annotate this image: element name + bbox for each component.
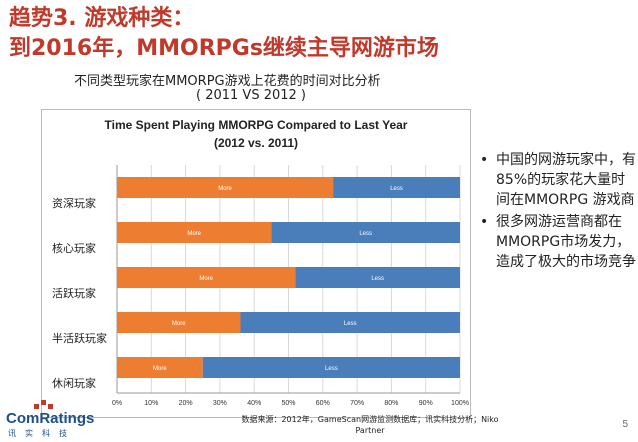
chart-caption: 不同类型玩家在MMORPG游戏上花费的时间对比分析 [74, 74, 381, 89]
category-label: 活跃玩家 [52, 286, 96, 300]
bullet-dot: • [480, 152, 489, 168]
bullet-item-1: • 中国的网游玩家中，有85%的玩家花大量时间在MMORPG 游戏商 [478, 150, 638, 210]
bar-less [333, 177, 460, 198]
logo-mark-icon [34, 400, 53, 409]
bar-label: Less [371, 276, 384, 282]
slide-title-line1: 趋势3. 游戏种类： [9, 6, 195, 31]
bar-label: Less [325, 366, 338, 372]
bar-chart: Time Spent Playing MMORPG Compared to La… [105, 118, 469, 407]
bar-label: Less [390, 186, 403, 192]
bar-label: More [172, 321, 186, 327]
logo-subtext: 讯实科技 [8, 429, 76, 438]
x-tick-label: 10% [144, 400, 158, 407]
x-tick-label: 40% [247, 400, 261, 407]
bar-label: Less [359, 231, 372, 237]
bar-label: More [153, 366, 167, 372]
bullet-dot: • [480, 214, 489, 230]
chart-title: Time Spent Playing MMORPG Compared to La… [105, 118, 408, 132]
bullet-text-2: 很多网游运营商都在MMORPG市场发力，造成了极大的市场竞争 [496, 214, 636, 270]
logo-wordmark: ComRatings [6, 410, 95, 427]
slide-title-line2: 到2016年，MMORPGs继续主导网游市场 [9, 36, 439, 61]
x-tick-label: 100% [451, 400, 469, 407]
x-tick-label: 90% [419, 400, 433, 407]
chart-subtitle: (2012 vs. 2011) [214, 136, 298, 150]
chart-caption-period: ( 2011 VS 2012 ) [196, 88, 306, 103]
bar-more [117, 222, 272, 243]
bar-label: Less [344, 321, 357, 327]
bar-label: More [199, 276, 213, 282]
page-number: 5 [622, 419, 628, 430]
x-tick-label: 50% [281, 400, 295, 407]
bar-more [117, 357, 203, 378]
x-tick-label: 80% [384, 400, 398, 407]
category-label: 资深玩家 [52, 196, 96, 210]
x-tick-label: 60% [316, 400, 330, 407]
x-tick-label: 0% [112, 400, 122, 407]
bullet-list: • 中国的网游玩家中，有85%的玩家花大量时间在MMORPG 游戏商 • 很多网… [478, 150, 638, 274]
bar-label: More [187, 231, 201, 237]
chart-frame: Time Spent Playing MMORPG Compared to La… [41, 109, 471, 418]
bullet-item-2: • 很多网游运营商都在MMORPG市场发力，造成了极大的市场竞争 [478, 212, 638, 272]
bar-less [271, 222, 460, 243]
bar-more [117, 177, 334, 198]
x-tick-label: 70% [350, 400, 364, 407]
x-tick-label: 20% [179, 400, 193, 407]
category-label: 休闲玩家 [52, 376, 96, 390]
bar-less [240, 312, 460, 333]
category-label: 半活跃玩家 [52, 331, 107, 345]
bar-more [117, 312, 241, 333]
category-label: 核心玩家 [52, 241, 96, 255]
data-source-note: 数据来源：2012年，GameScan网游监测数据库；讯实科技分析；Niko P… [241, 415, 499, 435]
bar-label: More [218, 186, 232, 192]
bullet-text-1: 中国的网游玩家中，有85%的玩家花大量时间在MMORPG 游戏商 [496, 152, 636, 208]
bar-more [117, 267, 296, 288]
bar-less [295, 267, 460, 288]
comratings-logo: ComRatings 讯实科技 [2, 398, 112, 442]
x-tick-label: 30% [213, 400, 227, 407]
bar-less [202, 357, 460, 378]
